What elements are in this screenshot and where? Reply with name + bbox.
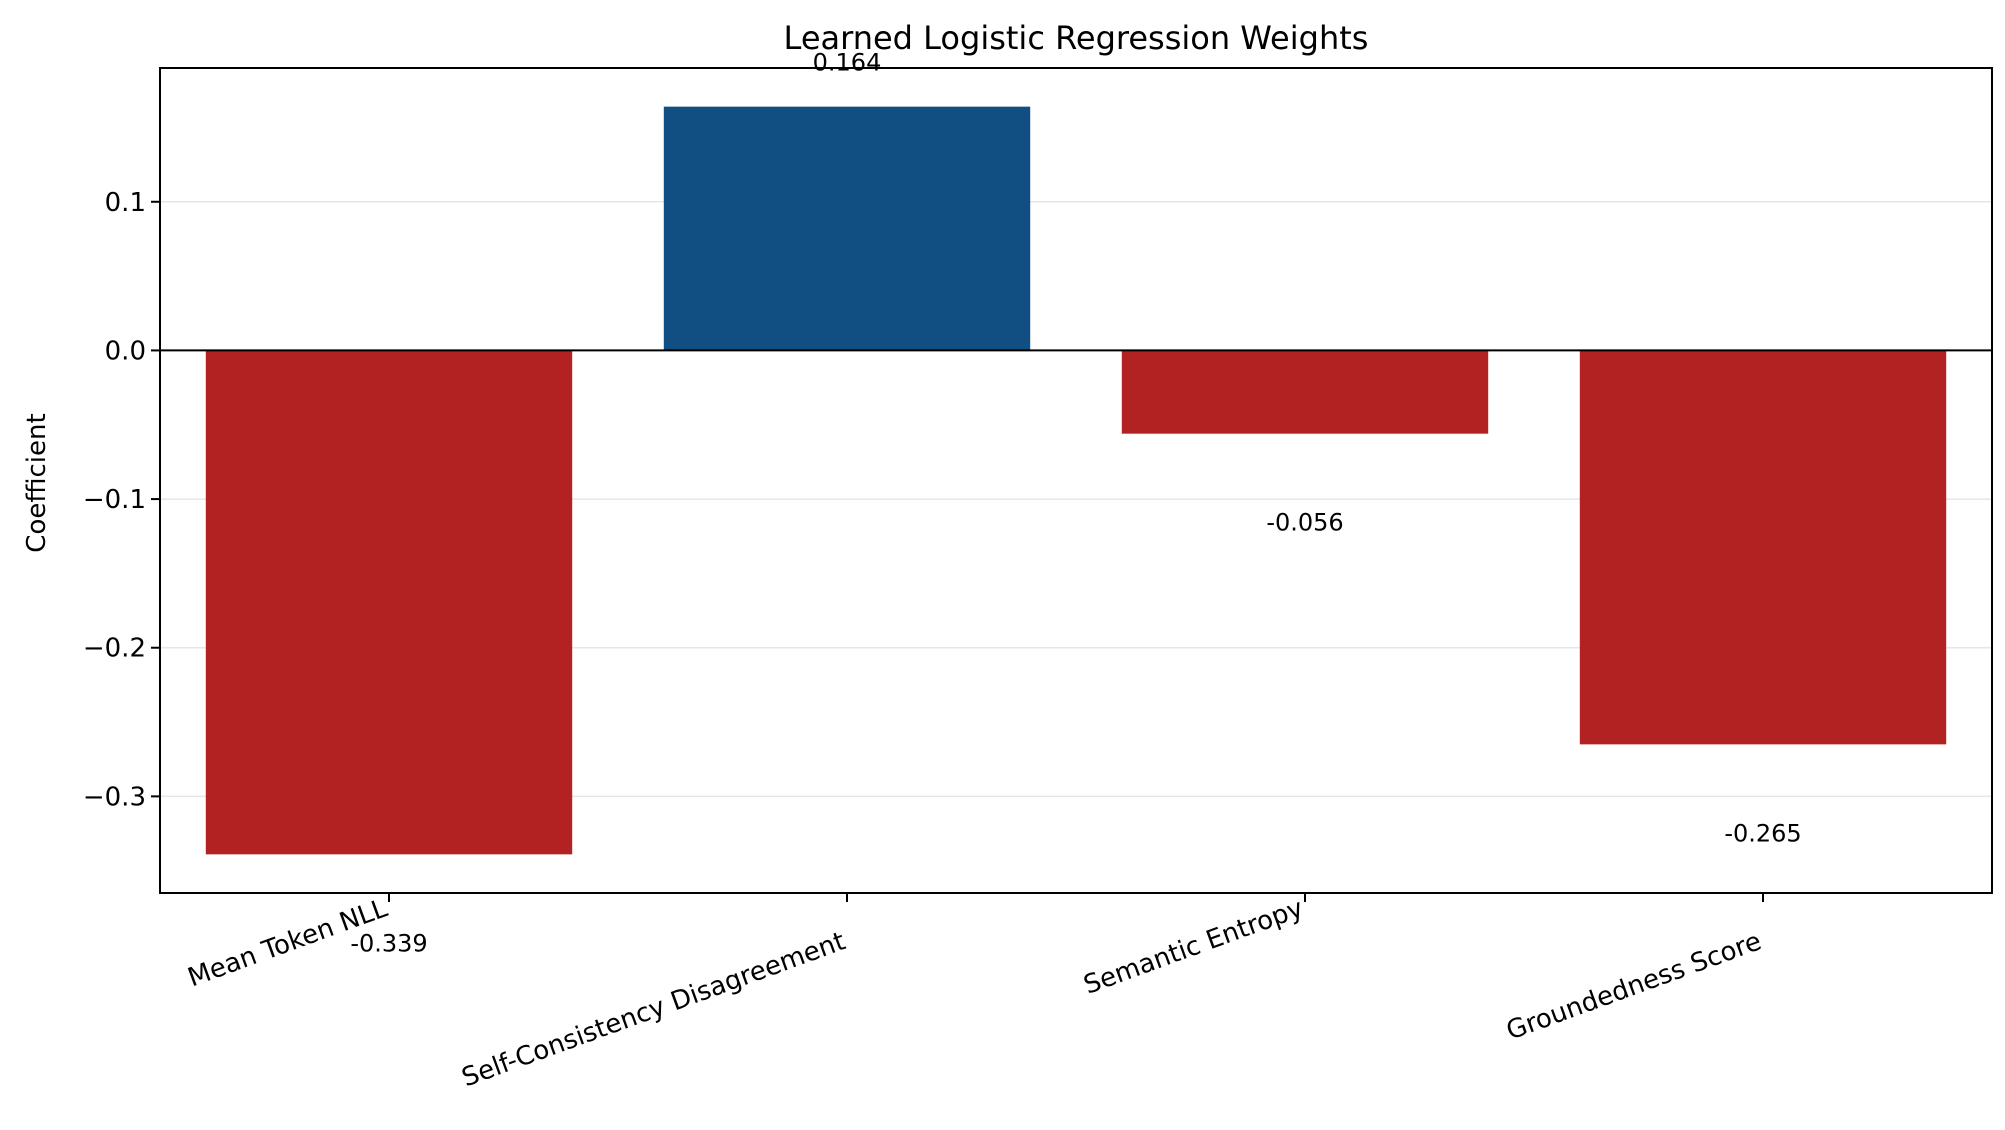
y-axis-label: Coefficient xyxy=(22,413,52,552)
bar xyxy=(663,106,1031,351)
bar-value-label: -0.265 xyxy=(1724,819,1801,847)
y-tick-label: −0.2 xyxy=(83,634,146,664)
bar xyxy=(1121,350,1489,434)
bar xyxy=(1579,350,1947,745)
plot-frame xyxy=(159,67,1993,894)
bar xyxy=(205,350,573,855)
chart-title: Learned Logistic Regression Weights xyxy=(784,19,1369,57)
bar-value-label: 0.164 xyxy=(813,49,882,77)
data-labels-layer: -0.339 0.164 -0.056 -0.265 xyxy=(350,49,1801,958)
y-tick-label: 0.0 xyxy=(105,336,146,366)
y-tick-label: 0.1 xyxy=(105,188,146,218)
y-tick-label: −0.1 xyxy=(83,485,146,515)
y-axis-ticks: 0.1 0.0 −0.1 −0.2 −0.3 xyxy=(83,188,160,812)
bar-value-label: -0.339 xyxy=(350,929,427,957)
bar-value-label: -0.056 xyxy=(1266,509,1343,537)
y-tick-label: −0.3 xyxy=(83,782,146,812)
bars-layer xyxy=(205,106,1947,855)
